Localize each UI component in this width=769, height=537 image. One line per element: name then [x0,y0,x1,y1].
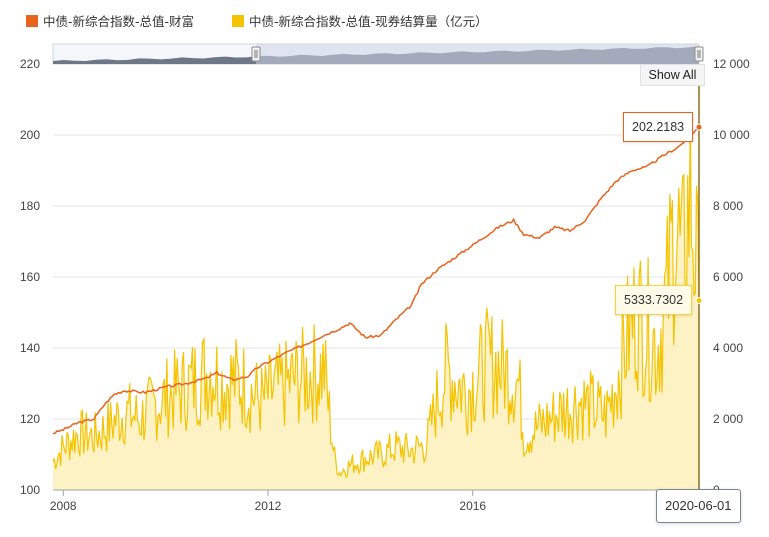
legend-label-volume: 中债-新综合指数-总值-现券结算量（亿元） [249,14,488,29]
navigator-selected-range[interactable] [256,44,699,64]
y-right-tick-label: 2 000 [713,412,743,426]
legend: 中债-新综合指数-总值-财富 中债-新综合指数-总值-现券结算量（亿元） [26,11,488,30]
y-right-tick-label: 4 000 [713,341,743,355]
y-left-tick-label: 100 [20,483,40,497]
y-left-tick-label: 120 [20,412,40,426]
y-left-tick-label: 160 [20,270,40,284]
legend-item-wealth[interactable]: 中债-新综合指数-总值-财富 [26,11,194,30]
y-right-tick-label: 6 000 [713,270,743,284]
tooltip-date: 2020-06-01 [656,489,741,523]
wealth-hover-marker [695,123,703,131]
x-tick-label: 2012 [255,499,282,513]
wealth-series-line [52,126,700,435]
y-left-tick-label: 180 [20,199,40,213]
x-tick-label: 2008 [50,499,77,513]
navigator-handle-left[interactable] [251,46,261,62]
show-all-button[interactable]: Show All [640,64,705,86]
legend-item-volume[interactable]: 中债-新综合指数-总值-现券结算量（亿元） [232,11,488,30]
legend-swatch-wealth [26,14,38,27]
volume-series-line [52,112,700,479]
tooltip-wealth-value: 202.2183 [623,112,694,142]
legend-swatch-volume [232,14,245,27]
y-left-tick-label: 140 [20,341,40,355]
navigator-handle-right[interactable] [694,46,704,62]
y-right-tick-label: 10 000 [713,128,750,142]
y-left-tick-label: 220 [20,57,40,71]
y-left-tick-label: 200 [20,128,40,142]
y-right-tick-label: 8 000 [713,199,743,213]
x-tick-label: 2016 [459,499,486,513]
volume-area [53,112,699,490]
series-layer [52,84,703,490]
tooltip-volume-value: 5333.7302 [615,285,693,315]
volume-hover-marker [695,297,703,305]
legend-label-wealth: 中债-新综合指数-总值-财富 [43,14,195,29]
y-right-tick-label: 12 000 [713,57,750,71]
range-navigator[interactable] [52,43,704,65]
